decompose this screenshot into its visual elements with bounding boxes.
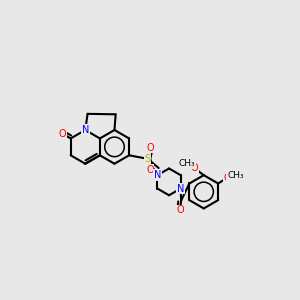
Text: CH₃: CH₃ [179,159,195,168]
Text: O: O [146,165,154,175]
Text: N: N [177,184,184,194]
Text: O: O [59,129,67,139]
Text: O: O [176,205,184,215]
Text: N: N [154,170,161,180]
Text: O: O [146,143,154,153]
Text: N: N [82,125,89,135]
Text: CH₃: CH₃ [227,171,244,180]
Text: S: S [145,154,151,164]
Text: O: O [191,163,198,173]
Text: O: O [224,173,231,183]
